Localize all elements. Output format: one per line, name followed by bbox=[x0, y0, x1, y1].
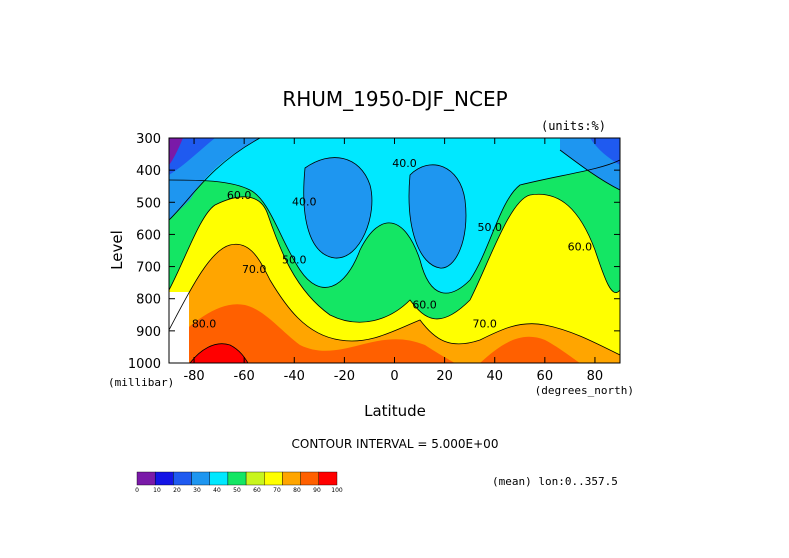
colorbar-swatch bbox=[264, 471, 283, 486]
y-tick-label: 300 bbox=[136, 132, 161, 147]
contour-fill bbox=[169, 138, 620, 363]
x-tick-label: -80 bbox=[183, 369, 204, 384]
mean-text: (mean) lon:0..357.5 bbox=[492, 475, 618, 488]
x-axis-title: Latitude bbox=[364, 402, 426, 420]
x-tick-label: -40 bbox=[284, 369, 305, 384]
x-tick-label: 0 bbox=[390, 369, 398, 384]
x-tick-label: 40 bbox=[486, 369, 503, 384]
colorbar-label: 100 bbox=[331, 487, 343, 494]
x-unit-label: (degrees_north) bbox=[535, 384, 634, 397]
y-tick-label: 700 bbox=[136, 261, 161, 276]
contour-label: 60.0 bbox=[568, 241, 593, 254]
colorbar-swatch bbox=[209, 471, 229, 486]
colorbar-label: 60 bbox=[253, 487, 261, 494]
y-axis-title: Level bbox=[108, 230, 126, 270]
y-tick-label: 600 bbox=[136, 228, 161, 243]
chart-title: RHUM_1950-DJF_NCEP bbox=[282, 87, 507, 111]
contour-label: 40.0 bbox=[392, 157, 417, 170]
y-unit-label: (millibar) bbox=[108, 376, 174, 389]
colorbar-swatch bbox=[245, 471, 265, 486]
contour-interval-text: CONTOUR INTERVAL = 5.000E+00 bbox=[292, 437, 499, 451]
colorbar-label: 30 bbox=[193, 487, 201, 494]
colorbar-label: 80 bbox=[293, 487, 301, 494]
x-axis: -80 -60 -40 -20 0 20 40 60 80 bbox=[183, 138, 603, 384]
contour-label: 70.0 bbox=[472, 318, 497, 331]
contour-label-layer: 60.0 40.0 40.0 50.0 70.0 80.0 60.0 50.0 70.0 60.0 bbox=[192, 157, 592, 331]
colorbar: 0 10 20 30 40 50 60 70 80 90 100 bbox=[135, 471, 343, 494]
x-tick-label: 20 bbox=[436, 369, 453, 384]
y-tick-label: 500 bbox=[136, 196, 161, 211]
y-tick-label: 1000 bbox=[128, 357, 161, 372]
contour-label: 60.0 bbox=[412, 298, 437, 311]
colorbar-label: 20 bbox=[173, 487, 181, 494]
contour-label: 80.0 bbox=[192, 318, 217, 331]
y-axis: 300 400 500 600 700 800 900 1000 bbox=[128, 132, 620, 372]
y-tick-label: 800 bbox=[136, 293, 161, 308]
colorbar-swatch bbox=[191, 471, 210, 486]
colorbar-label: 10 bbox=[153, 487, 161, 494]
y-tick-label: 400 bbox=[136, 164, 161, 179]
x-tick-label: -60 bbox=[234, 369, 255, 384]
contour-label: 50.0 bbox=[282, 253, 307, 266]
colorbar-label: 40 bbox=[213, 487, 221, 494]
colorbar-swatch bbox=[136, 471, 156, 486]
x-tick-label: 80 bbox=[587, 369, 604, 384]
colorbar-label: 0 bbox=[135, 487, 139, 494]
contour-label: 40.0 bbox=[292, 196, 317, 209]
colorbar-swatch bbox=[318, 471, 338, 486]
contour-label: 50.0 bbox=[477, 221, 502, 234]
units-label: (units:%) bbox=[541, 119, 606, 133]
colorbar-label: 50 bbox=[233, 487, 241, 494]
contour-label: 60.0 bbox=[227, 189, 252, 202]
x-tick-label: -20 bbox=[334, 369, 355, 384]
y-tick-label: 900 bbox=[136, 325, 161, 340]
colorbar-label: 90 bbox=[313, 487, 321, 494]
colorbar-label: 70 bbox=[273, 487, 281, 494]
colorbar-swatch bbox=[154, 471, 174, 486]
x-tick-label: 60 bbox=[537, 369, 554, 384]
colorbar-swatch bbox=[173, 471, 192, 486]
contour-label: 70.0 bbox=[242, 263, 267, 276]
colorbar-swatch bbox=[300, 471, 320, 486]
colorbar-swatch bbox=[282, 471, 301, 486]
contour-lines bbox=[169, 138, 620, 363]
colorbar-swatch bbox=[227, 471, 247, 486]
